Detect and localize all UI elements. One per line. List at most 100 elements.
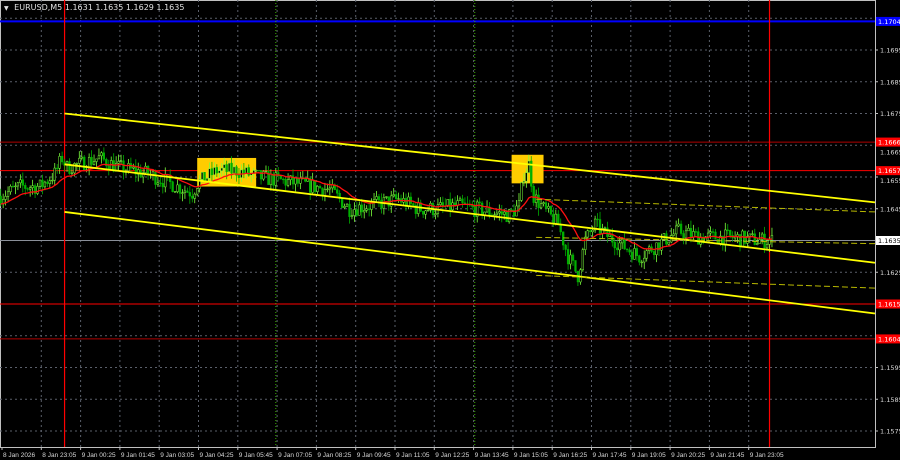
candle-body [78,157,81,164]
candle-body [618,242,621,251]
candle-body [753,233,756,245]
candle-body [343,206,346,208]
price-label: 1.1675 [880,110,900,118]
candle-body [105,159,108,167]
candle-body [83,156,86,171]
time-label: 9 Jan 12:25 [435,452,469,459]
candle-body [284,178,287,186]
time-label: 9 Jan 19:05 [632,452,666,459]
time-label: 9 Jan 08:25 [317,452,351,459]
candle-body [404,198,408,207]
candle-body [227,162,231,172]
level-price-tag-bg [876,16,900,26]
candle-body [53,167,56,181]
triangle-down-icon[interactable]: ▼ [4,5,9,12]
candle-body [689,227,693,238]
candle-body [603,227,607,229]
time-label: 9 Jan 17:45 [593,452,627,459]
candle-body [29,187,32,190]
candle-body [21,179,24,186]
candle-body [232,166,236,174]
candle-body [458,198,462,201]
candle-body [203,172,206,182]
candle-body [665,233,668,245]
candle-body [697,231,700,245]
candle-body [643,257,646,263]
candle-body [355,209,359,216]
candle-body [446,199,449,207]
candle-body [741,230,744,247]
candle-body [461,198,464,204]
candle-body [667,241,670,245]
candle-body [498,211,501,214]
candle-body [9,186,12,193]
candle-body [375,196,378,200]
candle-body [16,182,20,187]
symbol-label: EURUSD,M5 [14,3,63,12]
candle-body [500,211,503,215]
candle-body [645,250,648,259]
candle-body [606,227,609,237]
candle-body [616,247,619,251]
candle-body [60,156,64,163]
candle-body [367,208,371,210]
candle-body [11,186,15,188]
candle-body [262,171,265,180]
candle-body [132,166,135,169]
candle-body [161,183,164,188]
price-label: 1.1695 [880,47,900,55]
candle-body [277,172,280,177]
candle-body [127,163,130,171]
candle-body [660,238,663,251]
candle-body [255,170,258,172]
time-label: 9 Jan 15:05 [514,452,548,459]
candle-body [532,186,535,203]
candle-body [569,254,572,265]
time-label: 9 Jan 16:25 [553,452,587,459]
time-label: 9 Jan 23:05 [750,452,784,459]
candle-body [439,202,442,205]
candle-body [92,161,96,165]
candle-body [566,249,570,265]
candle-body [70,172,74,174]
candle-body [581,249,584,271]
candle-body [73,163,76,174]
candle-body [657,242,661,251]
time-label: 9 Jan 09:45 [357,452,391,459]
candle-body [507,209,511,223]
candle-body [318,186,322,189]
candle-body [90,157,93,165]
candle-body [213,167,216,176]
candle-body [186,190,189,193]
candle-body [336,189,339,194]
ohlc-values: 1.1631 1.1635 1.1629 1.1635 [64,3,185,12]
candle-body [350,215,354,217]
candle-body [751,233,754,235]
candle-body [75,163,78,165]
candle-body [178,184,182,194]
candle-body [311,180,314,193]
candle-body [687,227,690,232]
candle-body [220,167,223,171]
candle-body [392,194,395,197]
candle-body [225,164,228,172]
candle-body [237,175,241,178]
candle-body [176,184,179,192]
signal-box [511,154,544,184]
candle-body [230,162,233,174]
candle-body [264,170,268,173]
candle-body [672,233,675,236]
candles [0,147,774,287]
candle-body [554,213,557,225]
time-label: 9 Jan 01:45 [121,452,155,459]
candle-body [682,233,685,239]
candle-body [598,219,602,234]
candle-body [112,160,115,172]
candle-body [358,204,361,216]
dashed-channel-line [536,274,876,289]
candle-body [340,198,344,208]
candle-body [309,177,312,193]
candle-body [559,224,562,233]
